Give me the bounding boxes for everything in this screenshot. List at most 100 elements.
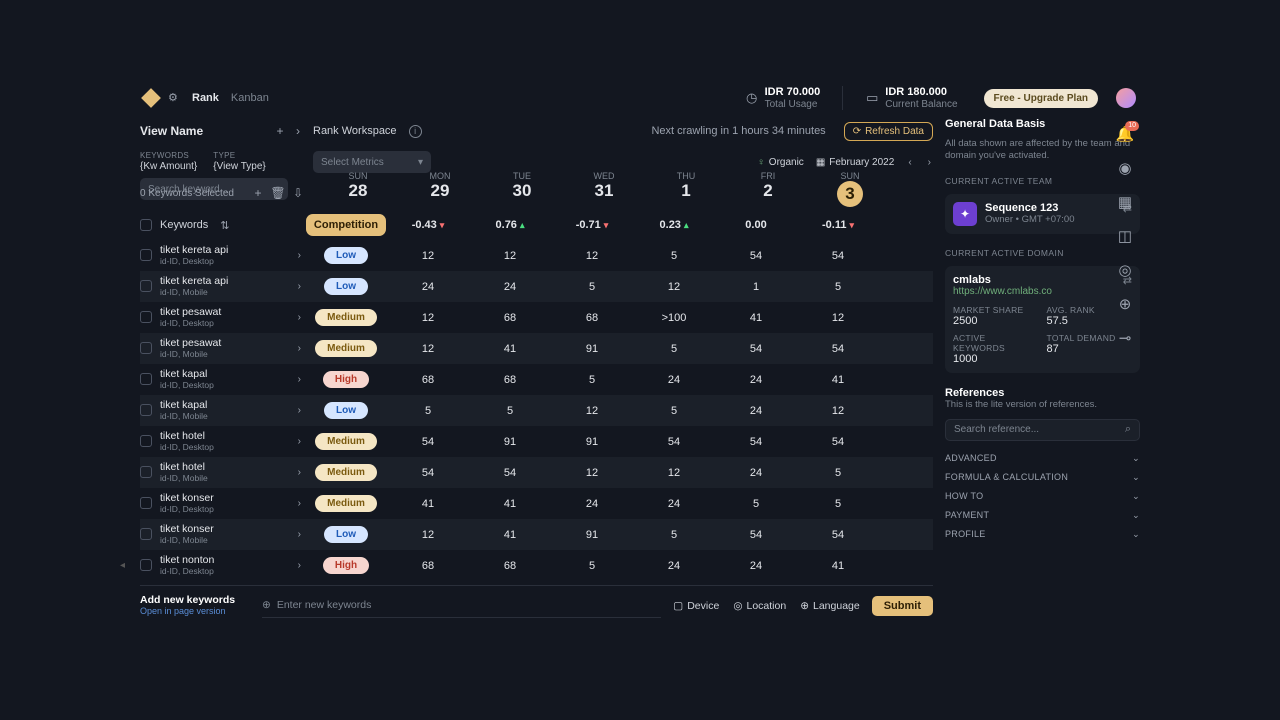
expand-icon[interactable]: › bbox=[298, 312, 301, 323]
expand-icon[interactable]: › bbox=[298, 436, 301, 447]
device-option[interactable]: ▢Device bbox=[673, 600, 719, 612]
add-view-icon[interactable]: + bbox=[273, 124, 287, 138]
selected-count: 0 Keywords Selected bbox=[140, 188, 234, 199]
organic-toggle[interactable]: ♀Organic bbox=[757, 157, 804, 168]
sort-icon[interactable]: ⇅ bbox=[220, 219, 229, 232]
row-checkbox[interactable] bbox=[140, 497, 152, 509]
row-checkbox[interactable] bbox=[140, 249, 152, 261]
expand-icon[interactable]: › bbox=[298, 498, 301, 509]
rank-cell: 5 bbox=[551, 281, 633, 293]
row-checkbox[interactable] bbox=[140, 466, 152, 478]
expand-icon[interactable]: › bbox=[298, 405, 301, 416]
settings-icon[interactable]: ⚙ bbox=[168, 91, 182, 105]
rank-cell: 54 bbox=[469, 467, 551, 479]
keyword-row[interactable]: tiket kereta apiid-ID, Mobile › Low 2424… bbox=[140, 271, 933, 302]
domain-card[interactable]: cmlabs https://www.cmlabs.co ⇄ MARKET SH… bbox=[945, 266, 1140, 373]
rank-cell: 54 bbox=[715, 529, 797, 541]
delete-icon[interactable]: 🗑 bbox=[271, 186, 285, 200]
keyword-row[interactable]: tiket konserid-ID, Desktop › Medium 4141… bbox=[140, 488, 933, 519]
language-option[interactable]: ⊕Language bbox=[800, 600, 860, 612]
camera-icon[interactable]: ◎ bbox=[1116, 261, 1134, 279]
accordion-list: ADVANCED⌄FORMULA & CALCULATION⌄HOW TO⌄PA… bbox=[945, 449, 1140, 544]
activity-icon[interactable]: ◉ bbox=[1116, 159, 1134, 177]
accordion-item[interactable]: HOW TO⌄ bbox=[945, 487, 1140, 506]
rank-cell: >100 bbox=[633, 312, 715, 324]
calendar-icon[interactable]: ▦ bbox=[1116, 193, 1134, 211]
notifications-icon[interactable]: 🔔10 bbox=[1116, 125, 1134, 143]
expand-icon[interactable]: › bbox=[298, 560, 301, 571]
globe-icon[interactable]: ⊕ bbox=[1116, 295, 1134, 313]
row-checkbox[interactable] bbox=[140, 280, 152, 292]
competition-column-header[interactable]: Competition bbox=[306, 214, 386, 236]
rank-cell: 54 bbox=[797, 529, 879, 541]
add-keywords-link[interactable]: Open in page version bbox=[140, 606, 250, 616]
view-mode[interactable]: Kanban bbox=[231, 92, 269, 104]
next-period-icon[interactable]: › bbox=[926, 157, 933, 168]
keyword-row[interactable]: tiket hotelid-ID, Desktop › Medium 54919… bbox=[140, 426, 933, 457]
keyword-name: tiket kapal bbox=[160, 400, 208, 412]
row-checkbox[interactable] bbox=[140, 559, 152, 571]
logo-icon bbox=[141, 88, 161, 108]
avatar[interactable] bbox=[1116, 88, 1136, 108]
period-picker[interactable]: ▦February 2022 bbox=[816, 157, 895, 168]
rank-cell: 12 bbox=[633, 281, 715, 293]
keyword-row[interactable]: tiket pesawatid-ID, Mobile › Medium 1241… bbox=[140, 333, 933, 364]
export-icon[interactable]: ⇩ bbox=[291, 186, 305, 200]
expand-icon[interactable]: › bbox=[298, 374, 301, 385]
metrics-select[interactable]: Select Metrics ▾ bbox=[313, 151, 431, 173]
keywords-column-header[interactable]: Keywords bbox=[160, 219, 208, 231]
references-help: This is the lite version of references. bbox=[945, 399, 1140, 411]
crawl-status: Next crawling in 1 hours 34 minutes bbox=[651, 125, 825, 137]
key-icon[interactable]: ⊸ bbox=[1116, 329, 1134, 347]
workspace-name: Rank Workspace bbox=[313, 125, 397, 137]
snapshot-icon[interactable]: ◫ bbox=[1116, 227, 1134, 245]
expand-icon[interactable]: › bbox=[298, 343, 301, 354]
keyword-row[interactable]: tiket konserid-ID, Mobile › Low 12419155… bbox=[140, 519, 933, 550]
accordion-item[interactable]: FORMULA & CALCULATION⌄ bbox=[945, 468, 1140, 487]
rank-cell: 5 bbox=[797, 281, 879, 293]
location-option[interactable]: ◎Location bbox=[733, 600, 786, 612]
team-card[interactable]: ✦ Sequence 123 Owner • GMT +07:00 ⇄ bbox=[945, 194, 1140, 234]
rank-cell: 12 bbox=[551, 467, 633, 479]
rank-cell: 12 bbox=[387, 312, 469, 324]
keyword-row[interactable]: tiket pesawatid-ID, Desktop › Medium 126… bbox=[140, 302, 933, 333]
chevron-down-icon: ⌄ bbox=[1132, 472, 1140, 483]
reference-search[interactable]: Search reference... ⌕ bbox=[945, 419, 1140, 441]
accordion-item[interactable]: ADVANCED⌄ bbox=[945, 449, 1140, 468]
row-checkbox[interactable] bbox=[140, 342, 152, 354]
rank-cell: 5 bbox=[633, 405, 715, 417]
row-checkbox[interactable] bbox=[140, 311, 152, 323]
select-all-checkbox[interactable] bbox=[140, 219, 152, 231]
divider bbox=[842, 86, 843, 110]
balance-value: IDR 180.000 bbox=[885, 86, 957, 99]
keyword-row[interactable]: tiket kereta apiid-ID, Desktop › Low 121… bbox=[140, 240, 933, 271]
add-keyword-icon[interactable]: + bbox=[251, 186, 265, 200]
keyword-row[interactable]: tiket hotelid-ID, Mobile › Medium 545412… bbox=[140, 457, 933, 488]
rank-cell: 24 bbox=[551, 498, 633, 510]
keyword-row[interactable]: tiket kapalid-ID, Desktop › High 6868524… bbox=[140, 364, 933, 395]
accordion-item[interactable]: PROFILE⌄ bbox=[945, 525, 1140, 544]
upgrade-button[interactable]: Free - Upgrade Plan bbox=[984, 89, 1098, 108]
row-checkbox[interactable] bbox=[140, 435, 152, 447]
info-icon[interactable]: i bbox=[409, 125, 422, 138]
enter-keywords-input[interactable]: ⊕ Enter new keywords bbox=[262, 594, 661, 618]
row-checkbox[interactable] bbox=[140, 373, 152, 385]
expand-icon[interactable]: › bbox=[298, 467, 301, 478]
keyword-row[interactable]: tiket kapalid-ID, Mobile › Low 551252412 bbox=[140, 395, 933, 426]
rank-cell: 54 bbox=[797, 343, 879, 355]
refresh-button[interactable]: ⟳ Refresh Data bbox=[844, 122, 933, 141]
prev-period-icon[interactable]: ‹ bbox=[906, 157, 913, 168]
expand-icon[interactable]: › bbox=[298, 250, 301, 261]
keyword-meta: id-ID, Mobile bbox=[160, 412, 208, 421]
next-view-icon[interactable]: › bbox=[291, 124, 305, 138]
row-checkbox[interactable] bbox=[140, 528, 152, 540]
keyword-row[interactable]: ◂ tiket nontonid-ID, Desktop › High 6868… bbox=[140, 550, 933, 581]
accordion-item[interactable]: PAYMENT⌄ bbox=[945, 506, 1140, 525]
row-checkbox[interactable] bbox=[140, 404, 152, 416]
expand-icon[interactable]: › bbox=[298, 281, 301, 292]
submit-button[interactable]: Submit bbox=[872, 596, 933, 616]
side-help: All data shown are affected by the team … bbox=[945, 138, 1140, 162]
expand-icon[interactable]: › bbox=[298, 529, 301, 540]
rank-cell: 54 bbox=[715, 436, 797, 448]
rank-cell: 5 bbox=[551, 374, 633, 386]
